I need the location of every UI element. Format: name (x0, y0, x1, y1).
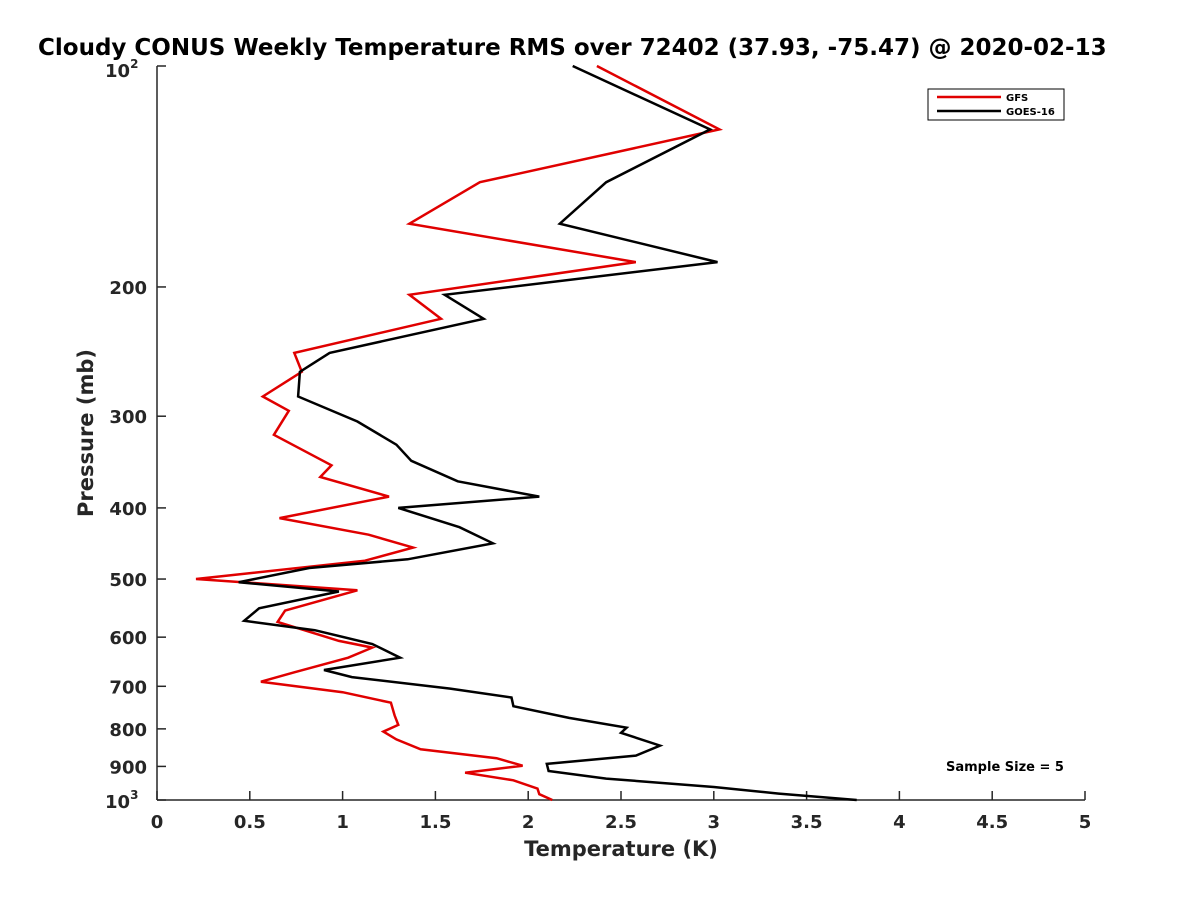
x-tick-label: 1 (336, 812, 349, 833)
x-tick-label: 1.5 (419, 812, 451, 833)
x-tick-label: 0 (151, 812, 164, 833)
y-bottom-base: 10 (105, 792, 130, 813)
y-axis-label: Pressure (mb) (74, 349, 98, 517)
x-tick-label: 5 (1079, 812, 1092, 833)
svg-text:102: 102 (105, 57, 138, 82)
x-axis-label: Temperature (K) (524, 837, 718, 861)
y-tick-label: 800 (109, 720, 147, 741)
y-tick-label: 500 (109, 570, 147, 591)
y-tick-label: 200 (109, 278, 147, 299)
x-tick-label: 4 (893, 812, 906, 833)
series-line-goes16 (238, 64, 857, 802)
y-tick-label-top: 102 (105, 57, 138, 82)
plot-frame (157, 66, 1085, 800)
y-tick-label: 600 (109, 628, 147, 649)
chart-title: Cloudy CONUS Weekly Temperature RMS over… (38, 35, 1107, 61)
y-tick-label: 700 (109, 677, 147, 698)
series-line-gfs (195, 64, 724, 802)
x-tick-label: 4.5 (976, 812, 1008, 833)
x-tick-label: 0.5 (234, 812, 266, 833)
x-tick-label: 2.5 (605, 812, 637, 833)
legend: GFS GOES-16 (927, 88, 1065, 121)
y-tick-label: 400 (109, 499, 147, 520)
x-tick-label: 3 (708, 812, 721, 833)
y-top-base: 10 (105, 61, 130, 82)
x-tick-label: 2 (522, 812, 535, 833)
y-tick-label: 300 (109, 407, 147, 428)
legend-label-goes16: GOES-16 (1006, 107, 1055, 118)
legend-box (927, 88, 1065, 121)
sample-size-annotation: Sample Size = 5 (946, 760, 1064, 775)
y-bottom-exp: 3 (130, 788, 138, 802)
y-tick-label-bottom: 103 (105, 788, 138, 813)
svg-text:103: 103 (105, 788, 138, 813)
x-tick-label: 3.5 (791, 812, 823, 833)
legend-label-gfs: GFS (1006, 93, 1028, 104)
y-tick-label: 900 (109, 757, 147, 778)
y-top-exp: 2 (130, 57, 138, 71)
